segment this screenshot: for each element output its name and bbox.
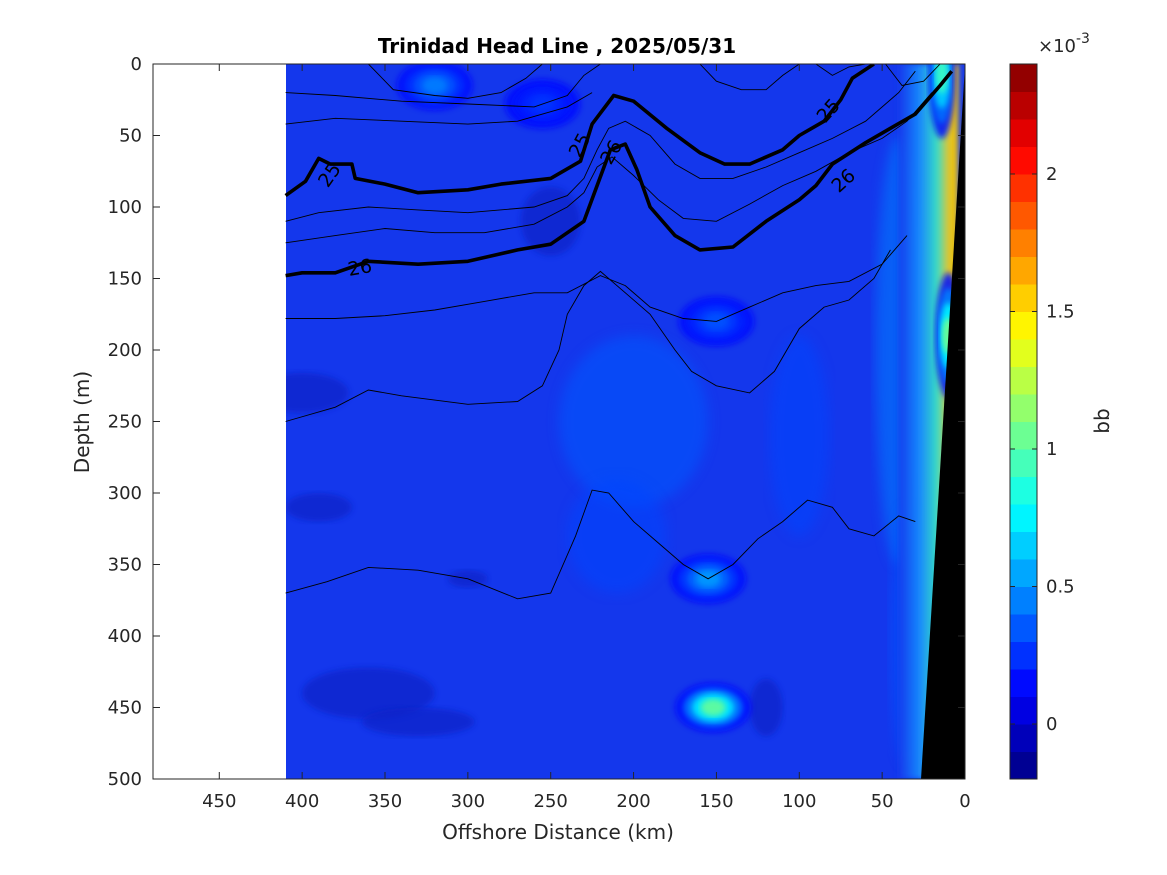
colorbar-ticks: 0 0.5 1 1.5 2 — [1010, 164, 1075, 735]
colorbar-band — [1010, 174, 1037, 202]
colorbar-tick-label: 0 — [1046, 714, 1057, 735]
colorbar-tick-label: 1 — [1046, 439, 1057, 460]
thin-contour — [285, 489, 916, 600]
thin-contour — [285, 70, 916, 222]
colorbar: 0 0.5 1 1.5 2 ×10-3 bb — [1009, 31, 1114, 780]
shallow-contour — [699, 64, 800, 91]
colorbar-tick-label: 2 — [1046, 164, 1057, 185]
x-tick-label: 300 — [451, 791, 485, 812]
colorbar-tick-label: 0.5 — [1046, 577, 1075, 598]
colorbar-band — [1010, 366, 1037, 395]
y-tick-label: 150 — [108, 269, 142, 290]
colorbar-exponent-power: -3 — [1076, 31, 1090, 47]
colorbar-band — [1010, 586, 1037, 615]
thin-contour — [285, 235, 908, 322]
low-value-patch — [302, 667, 435, 719]
y-axis: 0 50 100 150 200 250 300 350 400 450 500 — [108, 54, 965, 790]
colorbar-band — [1010, 119, 1037, 147]
y-tick-label: 250 — [108, 412, 142, 433]
low-value-patch — [520, 186, 581, 256]
colorbar-band — [1010, 311, 1037, 340]
colorbar-band — [1010, 476, 1037, 505]
heatmap-layer — [286, 64, 965, 779]
colorbar-tick-label: 1.5 — [1046, 302, 1075, 323]
colorbar-bands — [1010, 64, 1037, 780]
mid-value-patch — [559, 335, 709, 508]
colorbar-band — [1010, 284, 1037, 312]
colorbar-band — [1010, 91, 1037, 120]
thin-contour — [285, 64, 601, 108]
colorbar-band — [1010, 146, 1037, 175]
colorbar-band — [1010, 559, 1037, 587]
colorbar-band — [1010, 201, 1037, 230]
x-tick-label: 450 — [202, 791, 236, 812]
feature-shelf-surface — [928, 64, 955, 139]
y-axis-label: Depth (m) — [70, 371, 94, 473]
y-tick-label: 200 — [108, 340, 142, 361]
colorbar-band — [1010, 614, 1037, 642]
mid-value-patch — [567, 478, 667, 594]
colorbar-band — [1010, 421, 1037, 450]
thin-contour — [285, 92, 593, 125]
y-tick-label: 50 — [119, 126, 142, 147]
x-tick-label: 0 — [959, 791, 970, 812]
colorbar-exponent-base: ×10-3 — [1038, 31, 1090, 57]
x-tick-label: 400 — [285, 791, 319, 812]
x-tick-label: 150 — [699, 791, 733, 812]
contour-label: 26 — [346, 255, 374, 281]
x-tick-label: 100 — [782, 791, 816, 812]
mid-value-patch — [769, 335, 830, 536]
shallow-contour — [885, 64, 941, 86]
x-tick-label: 50 — [871, 791, 894, 812]
x-tick-label: 350 — [368, 791, 402, 812]
colorbar-band — [1010, 504, 1037, 532]
y-tick-label: 400 — [108, 626, 142, 647]
y-tick-label: 100 — [108, 197, 142, 218]
colorbar-label: bb — [1090, 408, 1114, 433]
x-tick-label: 250 — [534, 791, 568, 812]
colorbar-band — [1010, 339, 1037, 367]
x-tick-label: 200 — [616, 791, 650, 812]
colorbar-band — [1010, 531, 1037, 560]
x-axis-label: Offshore Distance (km) — [442, 820, 674, 844]
y-tick-label: 0 — [131, 54, 142, 75]
low-value-patch — [361, 707, 475, 737]
colorbar-frame — [1009, 63, 1038, 780]
feature-ring — [422, 76, 448, 94]
density-contours — [284, 64, 954, 600]
low-value-patch — [749, 678, 783, 737]
colorbar-band — [1010, 449, 1037, 477]
seafloor-mask — [921, 66, 965, 779]
colorbar-band — [1010, 64, 1037, 92]
y-tick-label: 500 — [108, 769, 142, 790]
colorbar-band — [1010, 641, 1037, 670]
shallow-contour — [815, 64, 866, 76]
colorbar-exponent-mantissa: ×10 — [1038, 36, 1076, 57]
colorbar-band — [1010, 724, 1037, 752]
bold-contour-25 — [284, 64, 875, 198]
thin-contour — [285, 249, 891, 422]
colorbar-band — [1010, 229, 1037, 257]
colorbar-band — [1010, 696, 1037, 725]
shallow-contour — [368, 64, 543, 99]
y-tick-label: 450 — [108, 698, 142, 719]
y-tick-label: 300 — [108, 483, 142, 504]
feature-patch-450 — [675, 682, 752, 733]
low-value-patch — [286, 493, 352, 522]
colorbar-band — [1010, 669, 1037, 697]
bold-contour-26 — [285, 70, 954, 278]
y-tick-label: 350 — [108, 555, 142, 576]
feature-ring — [700, 699, 726, 716]
feature-surface-patch — [396, 64, 473, 111]
chart-title: Trinidad Head Line , 2025/05/31 — [378, 34, 736, 58]
colorbar-band — [1010, 256, 1037, 285]
low-value-patch — [286, 372, 349, 413]
x-axis: 450 400 350 300 250 200 150 100 50 0 — [202, 64, 971, 812]
colorbar-band — [1010, 751, 1037, 780]
colorbar-band — [1010, 394, 1037, 422]
